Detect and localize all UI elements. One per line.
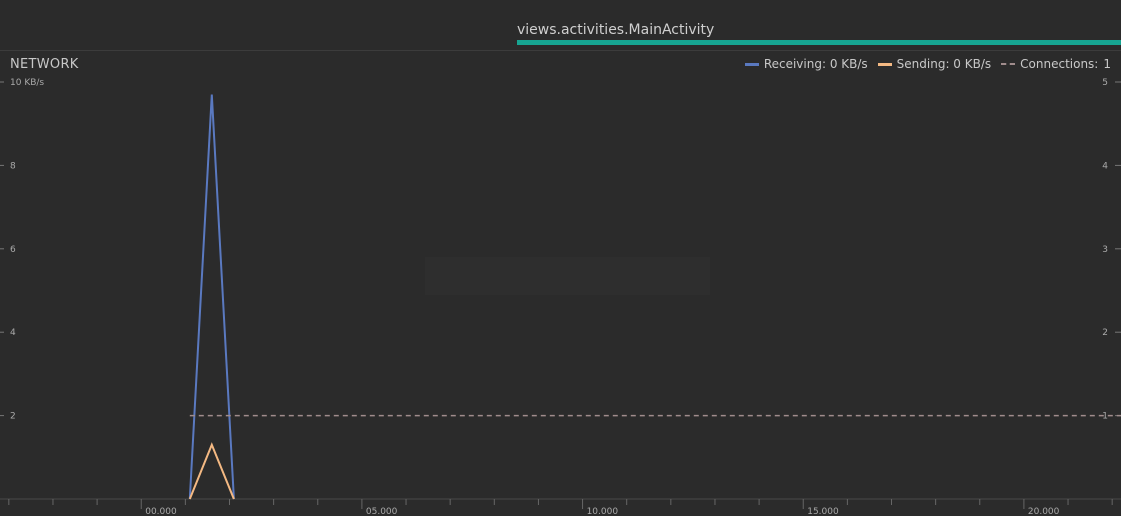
legend-item-sending: Sending: 0 KB/s bbox=[877, 57, 992, 71]
legend-sending-label: Sending: 0 KB/s bbox=[896, 57, 992, 71]
x-axis-tick-label: 00.000 bbox=[145, 507, 177, 516]
legend-connections-value: 1 bbox=[1103, 57, 1111, 71]
right-axis-tick-label: 4 bbox=[1102, 161, 1108, 171]
legend-receiving-label: Receiving: 0 KB/s bbox=[763, 57, 868, 71]
legend-item-receiving: Receiving: 0 KB/s bbox=[744, 57, 868, 71]
right-axis-tick-label: 3 bbox=[1102, 245, 1108, 255]
legend-connections-label: Connections: bbox=[1020, 57, 1099, 71]
sending-swatch bbox=[877, 62, 892, 66]
series-receiving-line bbox=[188, 94, 235, 500]
chart-title: NETWORK bbox=[10, 57, 79, 72]
legend-item-connections: Connections: 1 bbox=[1001, 57, 1111, 71]
right-axis-tick-label: 2 bbox=[1102, 328, 1108, 338]
x-axis-tick-label: 05.000 bbox=[366, 507, 398, 516]
activity-label: views.activities.MainActivity bbox=[517, 22, 715, 38]
receiving-swatch bbox=[744, 62, 759, 66]
left-axis-tick-label: 8 bbox=[10, 161, 16, 171]
right-axis-tick-label: 1 bbox=[1102, 412, 1108, 422]
right-axis-tick-label: 5 bbox=[1102, 78, 1108, 88]
legend: Receiving: 0 KB/s Sending: 0 KB/s Connec… bbox=[744, 57, 1111, 71]
series-sending-line bbox=[188, 442, 235, 500]
connections-swatch bbox=[1001, 63, 1016, 65]
tooltip-ghost bbox=[425, 257, 710, 295]
x-axis-tick-label: 10.000 bbox=[587, 507, 619, 516]
left-axis-tick-label: 2 bbox=[10, 412, 16, 422]
x-axis-tick-label: 20.000 bbox=[1028, 507, 1060, 516]
left-axis-tick-label: 10 KB/s bbox=[10, 78, 44, 88]
left-axis-tick-label: 6 bbox=[10, 245, 16, 255]
left-axis-tick-label: 4 bbox=[10, 328, 16, 338]
activity-bar[interactable] bbox=[517, 40, 1121, 45]
activity-track: views.activities.MainActivity bbox=[0, 0, 1121, 51]
x-axis-tick-label: 15.000 bbox=[807, 507, 839, 516]
